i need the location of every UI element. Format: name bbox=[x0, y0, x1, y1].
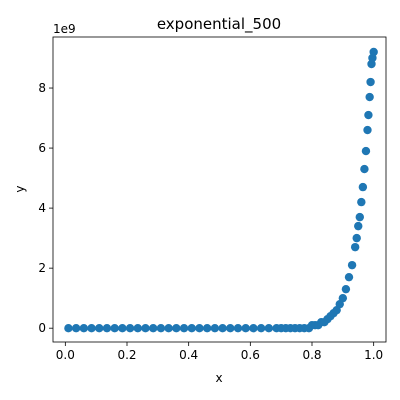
y-tick-label: 4 bbox=[38, 201, 46, 215]
data-point bbox=[118, 323, 127, 333]
data-point bbox=[357, 197, 366, 207]
data-point bbox=[95, 323, 104, 333]
data-point bbox=[87, 323, 96, 333]
x-tick-label: 1.0 bbox=[364, 348, 383, 362]
y-axis-ticks: 0 2 4 6 8 bbox=[38, 81, 53, 335]
data-point bbox=[233, 323, 243, 333]
data-point bbox=[141, 323, 150, 333]
data-point bbox=[341, 284, 351, 294]
data-point bbox=[71, 323, 81, 333]
data-point bbox=[264, 323, 274, 333]
data-point bbox=[350, 242, 360, 252]
data-point bbox=[164, 323, 173, 333]
y-tick-label: 2 bbox=[38, 261, 46, 275]
data-point bbox=[125, 323, 135, 333]
data-point bbox=[241, 323, 250, 333]
y-offset-label: 1e9 bbox=[53, 22, 76, 36]
data-point bbox=[210, 323, 220, 333]
x-axis-ticks: 0.0 0.2 0.4 0.6 0.8 1.0 bbox=[56, 342, 383, 362]
data-point bbox=[352, 233, 361, 243]
data-point bbox=[358, 182, 368, 192]
data-point bbox=[110, 323, 119, 333]
data-point bbox=[369, 47, 378, 57]
data-point bbox=[179, 323, 189, 333]
data-point bbox=[156, 323, 166, 333]
data-point bbox=[363, 125, 372, 135]
data-point bbox=[360, 164, 369, 174]
data-point bbox=[79, 323, 89, 333]
x-axis-label: x bbox=[215, 371, 222, 385]
y-tick-label: 8 bbox=[38, 81, 46, 95]
data-point bbox=[364, 110, 373, 120]
data-point bbox=[354, 221, 363, 231]
x-tick-label: 0.6 bbox=[241, 348, 260, 362]
data-point bbox=[338, 293, 348, 303]
x-tick-label: 0.2 bbox=[117, 348, 136, 362]
data-point bbox=[102, 323, 112, 333]
data-point bbox=[256, 323, 266, 333]
data-point bbox=[347, 260, 357, 270]
y-axis-label: y bbox=[13, 185, 27, 192]
data-point bbox=[365, 92, 374, 102]
chart-title: exponential_500 bbox=[157, 15, 281, 34]
data-point bbox=[172, 323, 181, 333]
axes-frame bbox=[52, 36, 387, 343]
y-tick-label: 6 bbox=[38, 141, 46, 155]
x-tick-label: 0.8 bbox=[302, 348, 321, 362]
data-point bbox=[64, 323, 73, 333]
data-point bbox=[226, 323, 235, 333]
data-point bbox=[202, 323, 212, 333]
data-point bbox=[366, 77, 375, 87]
data-point bbox=[344, 272, 354, 282]
data-point bbox=[195, 323, 204, 333]
data-point bbox=[249, 323, 258, 333]
data-point bbox=[355, 212, 364, 222]
data-points bbox=[64, 47, 378, 333]
x-tick-label: 0.0 bbox=[56, 348, 75, 362]
data-point bbox=[133, 323, 142, 333]
data-point bbox=[187, 323, 196, 333]
data-point bbox=[149, 323, 158, 333]
data-point bbox=[218, 323, 227, 333]
x-tick-label: 0.4 bbox=[179, 348, 198, 362]
y-tick-label: 0 bbox=[38, 321, 46, 335]
data-point bbox=[361, 146, 371, 156]
